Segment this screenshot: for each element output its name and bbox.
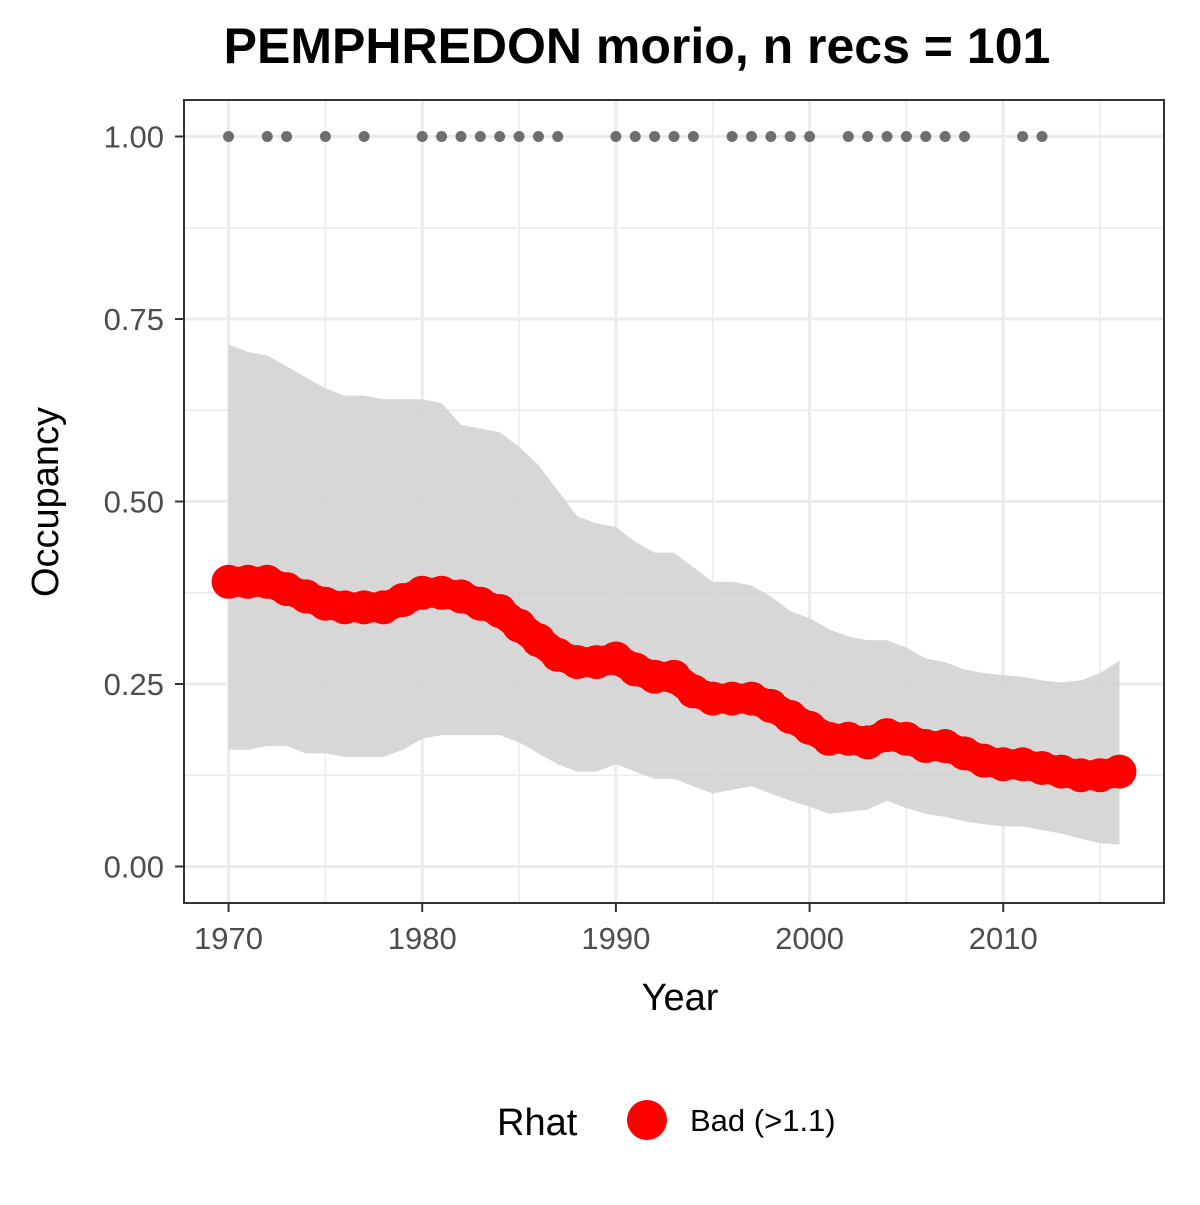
record-point [939,131,951,142]
record-point [281,131,293,142]
record-point [842,131,854,142]
record-point [552,131,564,142]
record-point [1036,131,1048,142]
legend-title: Rhat [497,1102,578,1144]
record-point [629,131,641,142]
record-point [1017,131,1029,142]
legend-label-bad-rhat: Bad (>1.1) [690,1103,836,1138]
x-tick-label: 1980 [388,921,457,956]
record-point [416,131,428,142]
record-point [319,131,331,142]
record-point [959,131,971,142]
record-point [261,131,273,142]
record-point [687,131,699,142]
records-layer [223,131,1048,142]
y-tick-label: 0.00 [104,850,164,885]
x-tick-label: 1970 [194,921,263,956]
record-point [862,131,874,142]
x-tick-label: 2000 [775,921,844,956]
legend: Rhat Bad (>1.1) [497,1100,836,1144]
credible-interval-layer [228,344,1120,845]
mean-occupancy-layer [211,564,1137,793]
record-point [784,131,796,142]
y-tick-label: 1.00 [104,120,164,155]
record-point [358,131,370,142]
record-point [455,131,467,142]
record-point [436,131,448,142]
record-point [881,131,893,142]
record-point [513,131,525,142]
y-tick-label: 0.50 [104,485,164,520]
chart-title: PEMPHREDON morio, n recs = 101 [224,18,1051,74]
record-point [610,131,622,142]
y-axis-label: Occupancy [25,407,67,597]
x-axis-label: Year [642,977,719,1019]
y-tick-label: 0.25 [104,667,164,702]
record-point [726,131,738,142]
x-tick-label: 1990 [581,921,650,956]
plot-panel [183,99,1165,904]
credible-interval-ribbon [228,344,1120,845]
record-point [494,131,506,142]
x-tick-label: 2010 [969,921,1038,956]
record-point [474,131,486,142]
x-axis: 1970 1980 1990 2000 2010 [194,903,1038,956]
record-point [668,131,680,142]
record-point [745,131,757,142]
record-point [900,131,912,142]
legend-key-bad-rhat [627,1100,667,1140]
record-point [804,131,816,142]
record-point [649,131,661,142]
mean-occupancy-point [1102,754,1137,789]
y-tick-label: 0.75 [104,302,164,337]
record-point [765,131,777,142]
record-point [223,131,235,142]
record-point [532,131,544,142]
record-point [920,131,932,142]
y-axis: 0.00 0.25 0.50 0.75 1.00 [104,120,184,885]
